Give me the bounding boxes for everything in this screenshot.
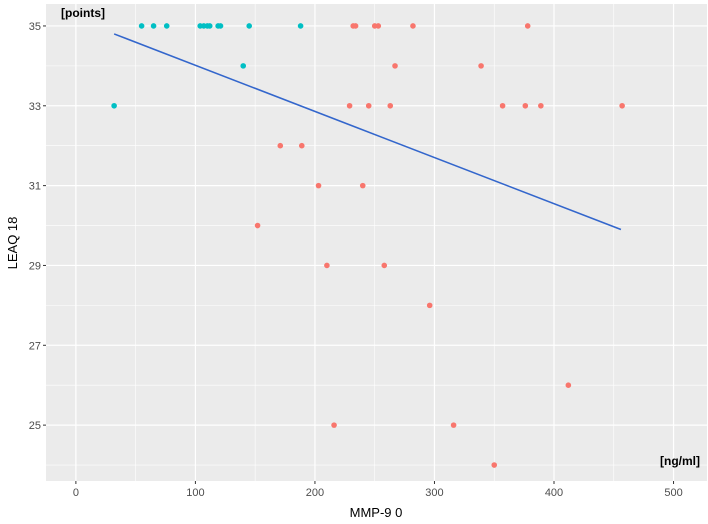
data-point xyxy=(538,102,544,109)
x-tick-label: 0 xyxy=(73,487,79,499)
data-point xyxy=(331,422,337,428)
y-tick-label: 31 xyxy=(29,181,41,193)
data-point xyxy=(375,23,382,29)
data-point xyxy=(297,23,304,29)
data-point xyxy=(359,182,366,189)
data-point xyxy=(324,262,330,269)
data-point xyxy=(524,23,531,29)
plot-panel xyxy=(46,4,707,481)
major-gridlines xyxy=(46,4,707,481)
data-point xyxy=(315,182,322,189)
data-point xyxy=(240,63,247,69)
y-tick-label: 29 xyxy=(29,260,41,272)
data-point xyxy=(491,462,498,468)
data-point xyxy=(138,23,145,29)
tick-labels: 0 100 200 300 400 500 25 27 29 31 33 35 xyxy=(29,21,683,499)
data-point xyxy=(450,422,457,428)
data-point xyxy=(111,102,117,109)
data-point xyxy=(522,102,529,109)
y-axis-title: LEAQ 18 xyxy=(5,217,20,270)
x-axis-title: MMP-9 0 xyxy=(350,505,403,520)
data-point xyxy=(150,23,157,29)
data-point xyxy=(246,23,253,29)
y-tick-label: 33 xyxy=(29,101,41,113)
regression-line xyxy=(113,33,622,231)
x-tick-label: 200 xyxy=(306,487,324,499)
y-tick-label: 25 xyxy=(29,420,41,432)
data-point xyxy=(619,102,625,109)
data-point xyxy=(410,23,416,29)
x-tick-label: 300 xyxy=(425,487,443,499)
x-tick-label: 100 xyxy=(186,487,204,499)
data-point xyxy=(365,102,372,109)
data-point xyxy=(387,102,394,109)
data-point xyxy=(499,102,506,109)
data-point xyxy=(565,382,572,389)
data-point xyxy=(254,222,261,229)
y-tick-label: 27 xyxy=(29,340,41,352)
data-point xyxy=(478,63,484,69)
x-tick-label: 500 xyxy=(664,487,682,499)
data-points xyxy=(111,23,625,468)
x-tick-label: 400 xyxy=(545,487,563,499)
axis-ticks xyxy=(43,25,675,484)
data-point xyxy=(346,102,353,109)
data-point xyxy=(381,262,388,269)
data-point xyxy=(217,23,224,29)
y-tick-label: 35 xyxy=(29,21,41,33)
data-point xyxy=(163,23,170,29)
data-point xyxy=(392,63,398,69)
data-point xyxy=(298,142,305,149)
minor-gridlines xyxy=(46,4,707,481)
data-point xyxy=(206,23,213,29)
data-point xyxy=(426,302,433,309)
y-unit-label: [points] xyxy=(61,6,105,20)
data-point xyxy=(352,23,359,29)
data-point xyxy=(277,142,284,149)
x-unit-label: [ng/ml] xyxy=(660,454,700,468)
